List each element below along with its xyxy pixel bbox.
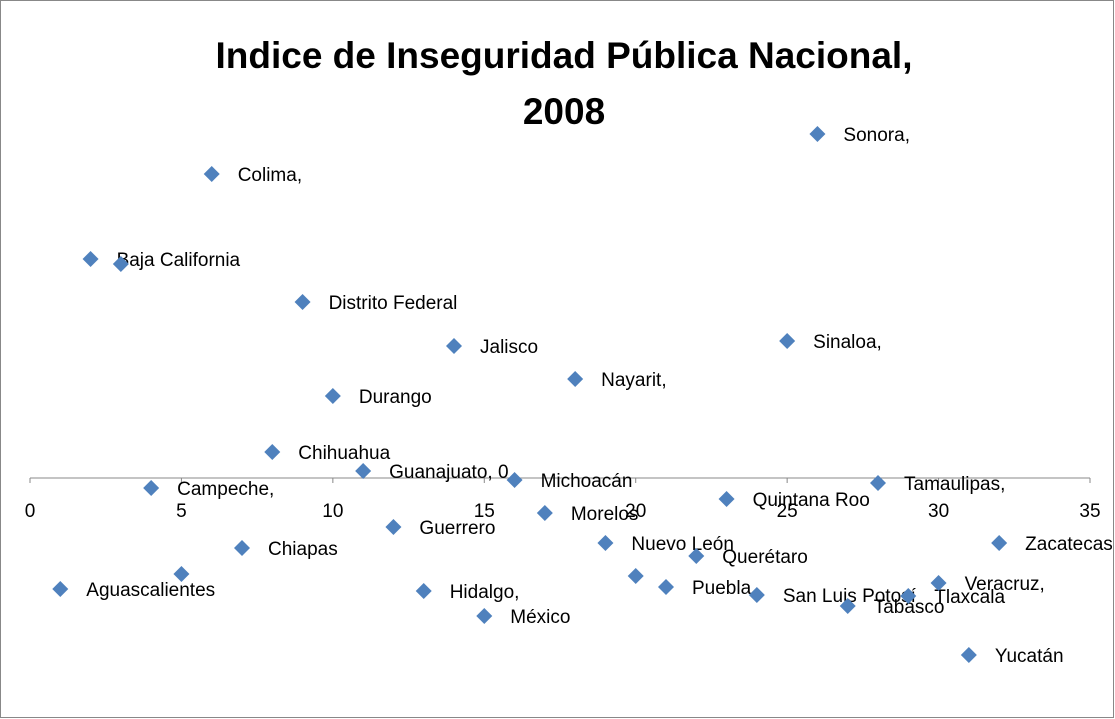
data-label: San Luis Potosí bbox=[783, 586, 917, 607]
x-tick-label: 20 bbox=[625, 501, 646, 522]
data-label: Colima, bbox=[238, 165, 302, 186]
data-label: Quintana Roo bbox=[753, 490, 870, 511]
point bbox=[627, 568, 644, 584]
point bbox=[597, 535, 614, 551]
point bbox=[839, 598, 856, 614]
point bbox=[294, 294, 311, 310]
x-tick-label: 25 bbox=[777, 501, 798, 522]
point bbox=[567, 371, 584, 387]
data-label: Veracruz, bbox=[965, 574, 1045, 595]
point bbox=[234, 540, 250, 556]
data-label: Yucatán bbox=[995, 646, 1064, 667]
x-tick-label: 30 bbox=[928, 501, 949, 522]
point bbox=[809, 126, 826, 142]
point bbox=[324, 388, 341, 404]
point bbox=[991, 535, 1008, 551]
data-label: Sinaloa, bbox=[813, 332, 882, 353]
x-tick-label: 35 bbox=[1079, 501, 1100, 522]
x-tick-label: 15 bbox=[474, 501, 495, 522]
point bbox=[112, 256, 129, 272]
data-label: Chiapas bbox=[268, 539, 338, 560]
x-tick-label: 0 bbox=[25, 501, 36, 522]
data-label: Durango bbox=[359, 387, 432, 408]
data-label: Zacatecas bbox=[1025, 534, 1113, 555]
point bbox=[536, 505, 553, 521]
x-tick-label: 5 bbox=[176, 501, 187, 522]
chart-title: Indice de Inseguridad Pública Nacional, bbox=[215, 35, 912, 76]
point bbox=[748, 587, 765, 603]
data-label: Guerrero bbox=[419, 518, 495, 539]
point bbox=[143, 480, 160, 496]
data-label: Puebla, bbox=[692, 578, 756, 599]
point bbox=[415, 583, 432, 599]
chart-title: 2008 bbox=[523, 91, 605, 132]
point bbox=[870, 475, 886, 491]
point bbox=[658, 579, 674, 595]
point bbox=[385, 519, 402, 535]
data-label: Jalisco bbox=[480, 337, 538, 358]
point bbox=[960, 647, 977, 663]
data-label: Tlaxcala bbox=[934, 587, 1005, 608]
point bbox=[355, 463, 372, 479]
x-tick-label: 10 bbox=[322, 501, 343, 522]
point bbox=[900, 588, 917, 604]
data-label: Nuevo León bbox=[631, 534, 733, 555]
point bbox=[52, 581, 69, 597]
point bbox=[930, 575, 947, 591]
data-label: Michoacán bbox=[541, 471, 633, 492]
data-label: Sonora, bbox=[843, 125, 910, 146]
point bbox=[476, 608, 493, 624]
data-label: Aguascalientes bbox=[86, 580, 215, 601]
data-label: Nayarit, bbox=[601, 370, 666, 391]
data-label: Hidalgo, bbox=[450, 582, 520, 603]
point bbox=[82, 251, 99, 267]
data-label: Tabasco bbox=[874, 597, 945, 618]
point bbox=[446, 338, 462, 354]
point bbox=[173, 566, 190, 582]
data-label: Distrito Federal bbox=[329, 293, 458, 314]
data-label: Baja California bbox=[117, 250, 241, 271]
data-label: México bbox=[510, 607, 570, 628]
point bbox=[688, 548, 705, 564]
point bbox=[203, 166, 220, 182]
point bbox=[264, 444, 281, 460]
data-label: Chihuahua bbox=[298, 443, 390, 464]
point bbox=[506, 472, 523, 488]
data-label: Guanajuato, 0 bbox=[389, 462, 508, 483]
data-label: Morelos bbox=[571, 504, 639, 525]
data-label: Querétaro bbox=[722, 547, 808, 568]
data-label: Campeche, bbox=[177, 479, 274, 500]
data-label: Tamaulipas, bbox=[904, 474, 1005, 495]
point bbox=[779, 333, 796, 349]
point bbox=[718, 491, 735, 507]
